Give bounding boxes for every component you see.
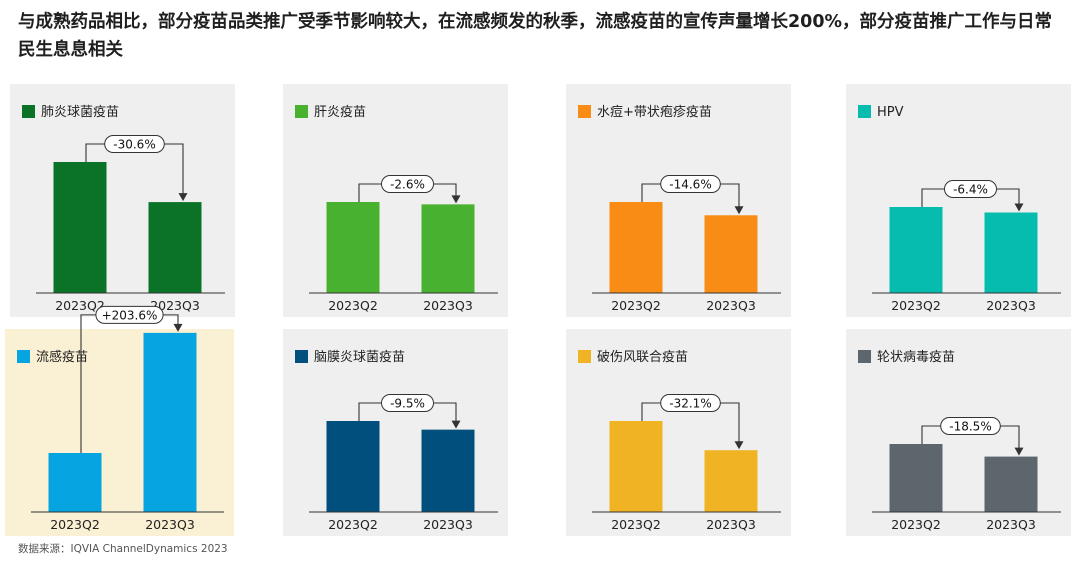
bar-2023q3 [143,332,197,512]
chart-panel-varicella-zoster: 水痘+带状疱疹疫苗 2023Q2 2023Q3 -14.6% [566,84,791,317]
chart-svg: 肝炎疫苗 2023Q2 2023Q3 -2.6% [283,84,508,317]
change-arrowhead [451,420,461,429]
change-arrowhead [173,323,183,332]
change-label: -14.6% [669,178,711,192]
x-tick-label: 2023Q3 [423,298,473,313]
change-label-pill [940,417,1001,435]
change-label-pill [944,180,997,198]
change-label: -9.5% [390,397,425,411]
legend-swatch [295,350,308,363]
x-tick-label: 2023Q2 [611,298,661,313]
change-label: +203.6% [102,308,158,322]
legend-label: 肝炎疫苗 [314,104,366,120]
change-label-pill [104,135,165,153]
legend-swatch [17,350,30,363]
legend-label: 破伤风联合疫苗 [597,349,688,365]
change-label: -2.6% [390,178,425,192]
x-tick-label: 2023Q3 [986,298,1036,313]
bar-2023q3 [984,456,1038,512]
chart-svg: 流感疫苗 2023Q2 2023Q3 +203.6% [5,305,234,536]
change-label-pill [381,175,434,193]
legend-swatch [858,105,871,118]
x-tick-label: 2023Q3 [706,517,756,532]
change-label-pill [660,394,721,412]
x-tick-label: 2023Q2 [611,517,661,532]
chart-panel-hepatitis: 肝炎疫苗 2023Q2 2023Q3 -2.6% [283,84,508,317]
chart-panel-hpv: HPV 2023Q2 2023Q3 -6.4% [846,84,1071,317]
chart-panel-influenza: 流感疫苗 2023Q2 2023Q3 +203.6% [5,305,234,536]
bar-2023q2 [889,444,943,512]
change-label: -6.4% [953,183,988,197]
x-tick-label: 2023Q3 [706,298,756,313]
legend-label: 脑膜炎球菌疫苗 [314,349,405,365]
change-label-pill [381,394,434,412]
legend-swatch [295,105,308,118]
change-arrowhead [451,195,461,204]
x-tick-label: 2023Q3 [986,517,1036,532]
change-arrowhead [734,441,744,450]
data-source-note: 数据来源：IQVIA ChannelDynamics 2023 [18,543,228,555]
bar-2023q3 [704,450,758,512]
chart-svg: 破伤风联合疫苗 2023Q2 2023Q3 -32.1% [566,329,791,536]
chart-svg: 水痘+带状疱疹疫苗 2023Q2 2023Q3 -14.6% [566,84,791,317]
chart-panel-rotavirus: 轮状病毒疫苗 2023Q2 2023Q3 -18.5% [846,329,1071,536]
bar-2023q3 [704,215,758,293]
chart-svg: 轮状病毒疫苗 2023Q2 2023Q3 -18.5% [846,329,1071,536]
x-tick-label: 2023Q2 [328,517,378,532]
x-tick-label: 2023Q2 [55,298,105,313]
legend-swatch [578,350,591,363]
bar-2023q2 [48,453,102,512]
bar-2023q3 [984,212,1038,293]
legend-label: 水痘+带状疱疹疫苗 [597,104,712,120]
legend-swatch [22,105,35,118]
change-label: -18.5% [949,420,991,434]
chart-svg: 肺炎球菌疫苗 2023Q2 2023Q3 -30.6% [10,84,235,317]
legend-label: 肺炎球菌疫苗 [41,104,119,120]
bar-2023q3 [148,202,202,293]
change-label-pill [660,175,721,193]
bar-2023q2 [326,202,380,293]
chart-panel-pneumococcal: 肺炎球菌疫苗 2023Q2 2023Q3 -30.6% [10,84,235,317]
change-label: -32.1% [669,397,711,411]
bar-2023q2 [889,207,943,293]
bar-2023q2 [53,162,107,293]
legend-swatch [578,105,591,118]
bar-2023q2 [609,202,663,293]
bar-2023q3 [421,429,475,512]
chart-svg: HPV 2023Q2 2023Q3 -6.4% [846,84,1071,317]
change-label: -30.6% [113,138,155,152]
legend-label: 轮状病毒疫苗 [877,349,955,365]
x-tick-label: 2023Q3 [423,517,473,532]
x-tick-label: 2023Q2 [891,517,941,532]
change-arrowhead [178,193,188,202]
change-arrowhead [734,206,744,215]
change-arrowhead [1014,447,1024,456]
x-tick-label: 2023Q2 [328,298,378,313]
x-tick-label: 2023Q3 [145,517,195,532]
bar-2023q2 [609,421,663,512]
chart-panel-meningococcal: 脑膜炎球菌疫苗 2023Q2 2023Q3 -9.5% [283,329,508,536]
page-headline: 与成熟药品相比，部分疫苗品类推广受季节影响较大，在流感频发的秋季，流感疫苗的宣传… [18,12,1053,60]
legend-label: 流感疫苗 [36,349,88,365]
chart-svg: 脑膜炎球菌疫苗 2023Q2 2023Q3 -9.5% [283,329,508,536]
legend-label: HPV [877,105,904,120]
x-tick-label: 2023Q2 [891,298,941,313]
x-tick-label: 2023Q3 [150,298,200,313]
legend-swatch [858,350,871,363]
change-arrowhead [1014,203,1024,212]
bar-2023q3 [421,204,475,293]
chart-panel-tetanus: 破伤风联合疫苗 2023Q2 2023Q3 -32.1% [566,329,791,536]
bar-2023q2 [326,421,380,512]
change-label-pill [95,305,164,324]
x-tick-label: 2023Q2 [50,517,100,532]
